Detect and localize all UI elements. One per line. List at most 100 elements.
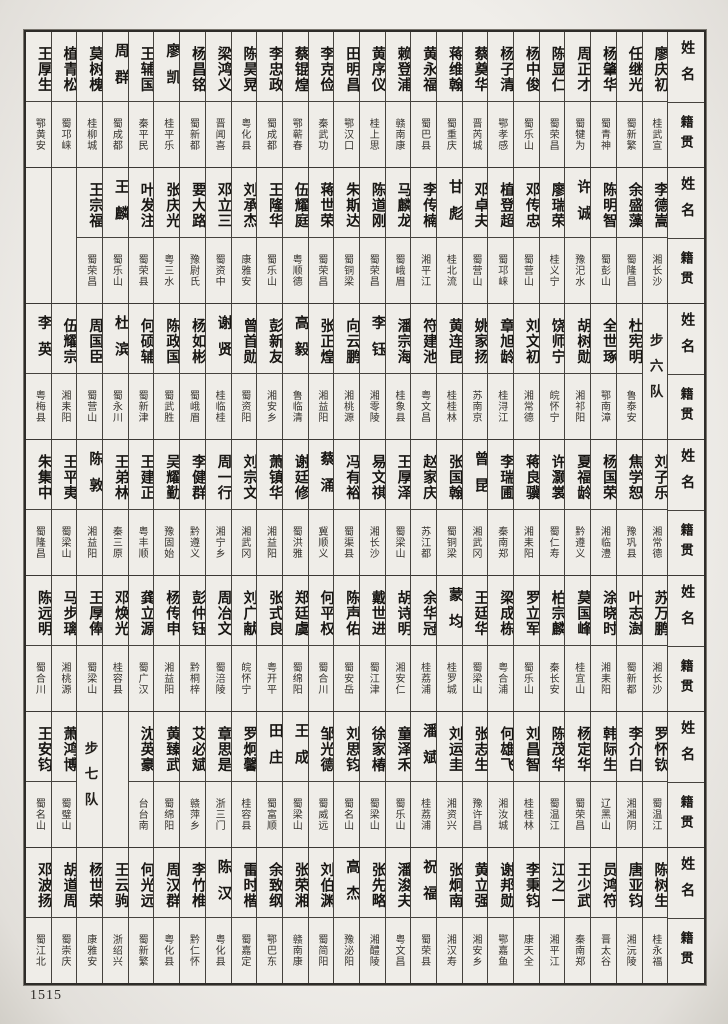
cadet-origin: 桂北流 xyxy=(444,253,456,287)
header-name-label: 姓名 xyxy=(668,32,704,103)
cadet-origin: 蜀乐山 xyxy=(110,253,122,287)
cadet-column: 胡道周 蜀崇庆 xyxy=(51,848,78,983)
cadet-origin: 湘平江 xyxy=(418,253,430,287)
cadet-name: 唐亚钧 xyxy=(616,848,642,918)
cadet-column: 黄臻武 蜀绵阳 xyxy=(154,712,181,847)
cadet-origin: 桂容县 xyxy=(238,797,250,831)
cadet-name: 余致纲 xyxy=(257,848,282,918)
cadet-origin: 蜀永川 xyxy=(110,389,122,423)
cadet-origin: 蜀荣县 xyxy=(136,253,148,287)
cadet-origin: 湘安仁 xyxy=(392,661,404,695)
cadet-origin: 湘常德 xyxy=(649,525,661,559)
header-origin-label: 籍贯 xyxy=(678,658,694,700)
cadet-name: 黄序仪 xyxy=(359,32,385,102)
cadet-name: 李克俭 xyxy=(308,32,334,102)
cadet-column: 冯有裕 蜀渠县 xyxy=(334,440,360,575)
cadet-origin: 蜀名山 xyxy=(33,797,45,831)
cadet-column: 余盛藻 蜀隆昌 xyxy=(616,168,643,303)
cadet-column: 刘运圭 湘资兴 xyxy=(437,712,463,847)
cadet-name: 陈声佑 xyxy=(334,576,359,646)
header-column: 姓名 籍贯 xyxy=(668,712,704,847)
cadet-column: 姚家扬 苏南京 xyxy=(462,304,489,439)
header-column: 姓名 籍贯 xyxy=(668,32,704,167)
cadet-column: 艾必斌 赣萍乡 xyxy=(180,712,206,847)
cadet-column: 李秉钧 康天全 xyxy=(514,848,540,983)
cadet-name: 田明昌 xyxy=(334,32,359,102)
cadet-column: 高杰 豫泌阳 xyxy=(334,848,360,983)
roster-band: 朱集中 蜀隆昌 王平夷 蜀梁山 陈敦 湘益阳 王弟林 秦三原 王建正 粤丰顺 吴耀勤 豫固始 李健群 黔遵… xyxy=(26,440,704,576)
cadet-name: 胡道周 xyxy=(51,848,77,918)
cadet-name: 冯有裕 xyxy=(334,440,359,510)
cadet-origin: 粤开平 xyxy=(264,661,276,695)
cadet-origin: 湘武冈 xyxy=(470,525,482,559)
cadet-origin: 鲁临清 xyxy=(290,389,302,423)
cadet-origin: 鄂嘉鱼 xyxy=(495,933,507,967)
cadet-column: 伍耀宗 湘耒阳 xyxy=(51,304,78,439)
cadet-name: 邓立三 xyxy=(205,168,231,238)
cadet-name: 邹光德 xyxy=(308,712,334,782)
cadet-name: 王建正 xyxy=(128,440,154,510)
cadet-column: 龚立源 蜀广汉 xyxy=(128,576,155,711)
cadet-origin: 桂永福 xyxy=(649,933,661,967)
cadet-column: 高毅 鲁临清 xyxy=(282,304,309,439)
cadet-column: 叶发注 蜀荣县 xyxy=(128,168,155,303)
cadet-origin: 蜀铜梁 xyxy=(341,253,353,287)
cadet-column: 杨子清 鄂孝感 xyxy=(488,32,515,167)
cadet-origin: 桂柳城 xyxy=(84,117,96,151)
cadet-origin: 蜀新津 xyxy=(136,389,148,423)
cadet-column: 吴耀勤 豫固始 xyxy=(154,440,181,575)
cadet-name: 赵家庆 xyxy=(411,440,436,510)
cadet-origin: 桂桂林 xyxy=(521,797,533,831)
cadet-origin: 蜀邛崃 xyxy=(59,117,71,151)
cadet-column: 邓波扬 蜀江北 xyxy=(26,848,52,983)
cadet-column: 植青松 蜀邛崃 xyxy=(51,32,78,167)
cadet-name: 杨昌铭 xyxy=(180,32,205,102)
empty-column xyxy=(52,168,78,303)
cadet-name: 萧镇华 xyxy=(257,440,282,510)
cadet-name: 余华冠 xyxy=(411,576,436,646)
cadet-name: 苏万鹏 xyxy=(642,576,668,646)
cadet-name: 罗怀钦 xyxy=(642,712,668,782)
cadet-name: 陈汉 xyxy=(205,848,231,918)
cadet-origin: 湘祁阳 xyxy=(572,389,584,423)
cadet-name: 陈道刚 xyxy=(359,168,385,238)
cadet-origin: 黔仁怀 xyxy=(187,933,199,967)
cadet-name: 李英 xyxy=(26,304,51,374)
cadet-column: 杨传申 湘益阳 xyxy=(154,576,181,711)
cadet-origin: 蜀荣昌 xyxy=(84,253,96,287)
cadet-column: 刘广献 皖怀宁 xyxy=(231,576,258,711)
cadet-column: 蒙均 桂罗城 xyxy=(437,576,463,711)
cadet-column: 饶师宁 皖怀宁 xyxy=(539,304,566,439)
cadet-name: 李秉钧 xyxy=(514,848,539,918)
cadet-origin: 湘宁乡 xyxy=(213,525,225,559)
roster-band: 陈远明 蜀合川 马步璃 湘桃源 王厚俸 蜀梁山 邓焕光 桂容县 龚立源 蜀广汉 杨传申 湘益阳 彭仲钰黔… xyxy=(26,576,704,712)
cadet-origin: 桂临桂 xyxy=(213,389,225,423)
cadet-origin: 蜀隆昌 xyxy=(33,525,45,559)
cadet-column: 蔡涌 冀顺义 xyxy=(308,440,335,575)
cadet-name: 吴耀勤 xyxy=(154,440,180,510)
header-name-label: 姓名 xyxy=(668,304,704,375)
empty-column xyxy=(26,168,52,303)
cadet-column: 谢邦勋 鄂嘉鱼 xyxy=(488,848,515,983)
roster-band: 李英 粤梅县 伍耀宗 湘耒阳 周国臣 蜀营山 杜滨 蜀永川 何硕辅 蜀新津 陈政国 蜀武胜 杨如彬 蜀峨眉… xyxy=(26,304,704,440)
cadet-name: 黄臻武 xyxy=(154,712,180,782)
cadet-origin: 桂武宣 xyxy=(649,117,661,151)
cadet-name: 许诚 xyxy=(565,168,591,238)
cadet-column: 梁鸿义 晋闻喜 xyxy=(205,32,232,167)
cadet-name: 张志生 xyxy=(462,712,488,782)
cadet-name: 植登超 xyxy=(488,168,514,238)
cadet-column: 杨昌铭 蜀新都 xyxy=(180,32,206,167)
cadet-name: 萧鸿博 xyxy=(51,712,77,782)
cadet-name: 何平权 xyxy=(308,576,334,646)
cadet-origin: 鄂蕲春 xyxy=(290,117,302,151)
cadet-name: 易文祺 xyxy=(359,440,385,510)
cadet-origin: 秦长安 xyxy=(547,661,559,695)
cadet-column: 张荣湘 赣南康 xyxy=(282,848,309,983)
cadet-name: 何雄飞 xyxy=(488,712,514,782)
cadet-origin: 蜀重庆 xyxy=(444,117,456,151)
cadet-name: 莫国峰 xyxy=(565,576,591,646)
cadet-origin: 秦武功 xyxy=(315,117,327,151)
cadet-name: 王厚泽 xyxy=(385,440,411,510)
cadet-column: 杨如彬 蜀峨眉 xyxy=(180,304,206,439)
